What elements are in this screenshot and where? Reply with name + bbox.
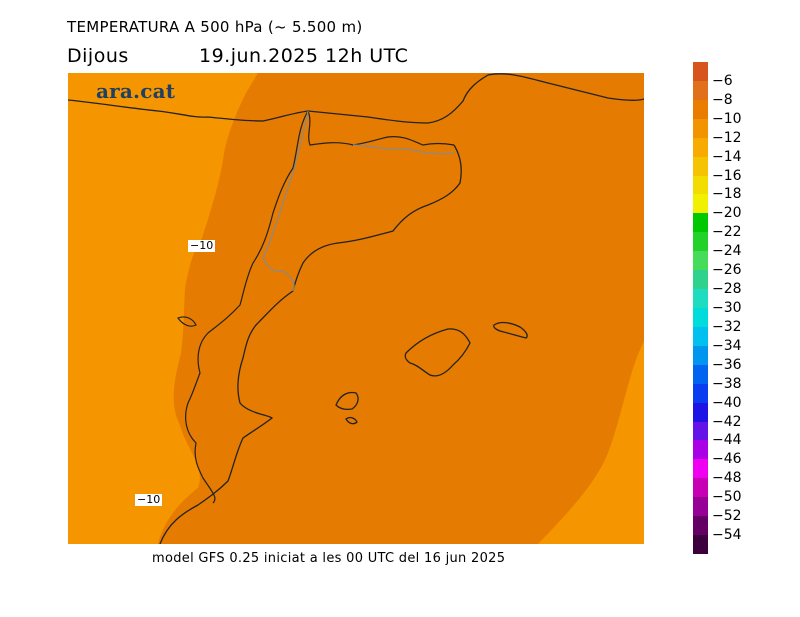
legend-swatch <box>693 175 708 195</box>
legend-swatch <box>693 270 708 290</box>
legend-label: −24 <box>712 243 742 260</box>
legend-swatch <box>693 232 708 252</box>
warm-blob <box>102 373 109 389</box>
legend-label: −26 <box>712 262 742 279</box>
legend-label: −38 <box>712 375 742 392</box>
warm-blob <box>68 451 108 479</box>
legend-swatch <box>693 326 708 347</box>
region-border <box>352 144 455 155</box>
legend-label: −34 <box>712 337 742 354</box>
legend-label: −50 <box>712 489 742 506</box>
legend-label: −54 <box>712 527 742 544</box>
legend-swatch <box>693 421 708 441</box>
legend-swatch <box>693 459 708 479</box>
legend-label: −12 <box>712 129 742 146</box>
temperature-map <box>68 73 644 544</box>
legend-label: −36 <box>712 356 742 373</box>
island-mallorca <box>404 328 471 377</box>
legend-swatch <box>693 289 708 309</box>
legend-swatch <box>693 80 708 101</box>
legend-swatch <box>693 383 708 404</box>
legend-swatch <box>693 194 708 214</box>
legend-label: −20 <box>712 205 742 222</box>
forecast-datetime: Dijous 19.jun.2025 12h UTC <box>67 45 408 67</box>
coastline <box>185 110 309 504</box>
legend-swatch <box>693 118 708 139</box>
forecast-day: Dijous <box>67 45 129 67</box>
national-border <box>307 110 455 146</box>
island-formentera <box>345 416 358 425</box>
ara-cat-logo: ara.cat <box>96 79 176 103</box>
model-info: model GFS 0.25 iniciat a les 00 UTC del … <box>152 551 506 566</box>
forecast-valid-time: 19.jun.2025 12h UTC <box>199 45 409 67</box>
legend-swatch <box>693 478 708 498</box>
legend-swatch <box>693 345 708 366</box>
legend-swatch <box>693 213 708 233</box>
region-border <box>262 110 309 292</box>
legend-label: −48 <box>712 470 742 487</box>
legend-swatch <box>693 156 708 177</box>
legend-swatch <box>693 99 708 120</box>
legend-label: −28 <box>712 281 742 298</box>
legend-label: −30 <box>712 300 742 316</box>
map-canvas <box>68 73 644 544</box>
legend-label: −44 <box>712 432 742 449</box>
contour-label: −10 <box>135 493 163 506</box>
legend-label: −32 <box>712 318 742 335</box>
color-scale-legend <box>693 62 708 555</box>
legend-swatch <box>693 137 708 158</box>
coastline <box>177 316 197 327</box>
legend-label: −6 <box>712 72 733 89</box>
chart-title: TEMPERATURA A 500 hPa (~ 5.500 m) <box>67 18 363 36</box>
legend-swatch <box>693 251 708 271</box>
legend-swatch <box>693 308 708 328</box>
warm-blob <box>149 312 157 329</box>
legend-label: −40 <box>712 394 742 411</box>
legend-label: −52 <box>712 508 742 525</box>
legend-label: −16 <box>712 167 742 184</box>
legend-swatch <box>693 497 708 517</box>
legend-swatch <box>693 364 708 385</box>
legend-label: −42 <box>712 413 742 430</box>
legend-swatch <box>693 440 708 460</box>
legend-label: −46 <box>712 451 742 468</box>
legend-label: −10 <box>712 110 742 127</box>
coastline <box>159 144 462 544</box>
legend-label: −8 <box>712 91 733 108</box>
island-menorca <box>493 321 528 339</box>
legend-swatch <box>693 62 708 82</box>
island-eivissa <box>335 391 359 411</box>
legend-swatch <box>693 516 708 536</box>
main-temperature-field <box>158 73 644 544</box>
legend-label: −18 <box>712 186 742 203</box>
legend-label: −14 <box>712 148 742 165</box>
contour-label: −10 <box>188 239 216 252</box>
coastline <box>68 73 644 124</box>
legend-swatch <box>693 535 708 555</box>
legend-label: −22 <box>712 224 742 241</box>
legend-swatch <box>693 402 708 423</box>
